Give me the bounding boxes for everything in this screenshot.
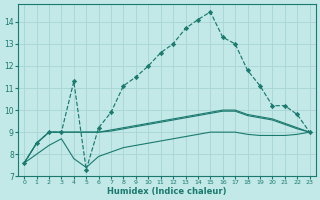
- X-axis label: Humidex (Indice chaleur): Humidex (Indice chaleur): [107, 187, 227, 196]
